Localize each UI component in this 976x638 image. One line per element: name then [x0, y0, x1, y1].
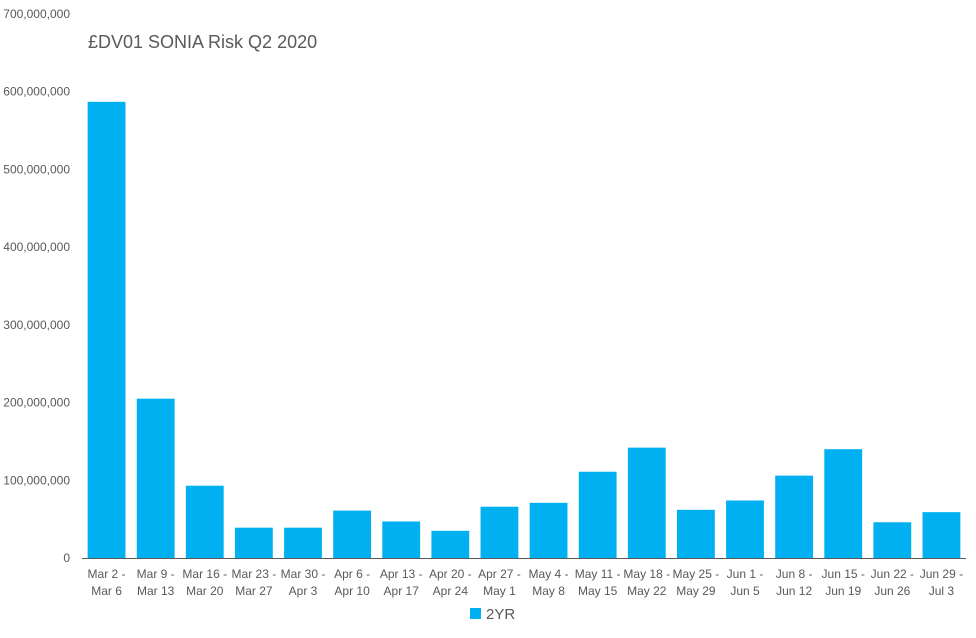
y-tick-label: 100,000,000 — [3, 473, 70, 487]
x-tick-label: Apr 6 -Apr 10 — [334, 567, 370, 598]
legend-swatch-2yr — [470, 608, 481, 619]
legend-label-2yr: 2YR — [486, 606, 515, 623]
x-tick-label: May 4 -May 8 — [529, 567, 569, 598]
chart-title: £DV01 SONIA Risk Q2 2020 — [88, 32, 317, 52]
y-tick-label: 700,000,000 — [3, 7, 70, 21]
bar — [136, 398, 175, 558]
x-tick-label: Jun 22 -Jun 26 — [871, 567, 914, 598]
x-tick-label: May 18 -May 22 — [623, 567, 670, 598]
bar — [627, 447, 666, 558]
bar — [726, 500, 764, 558]
bar — [529, 502, 568, 558]
bar — [431, 530, 470, 558]
x-tick-label: Jun 15 -Jun 19 — [822, 567, 865, 598]
x-tick-label: May 11 -May 15 — [575, 567, 621, 598]
x-tick-label: Jun 1 -Jun 5 — [727, 567, 764, 598]
bar — [234, 527, 273, 558]
y-tick-label: 600,000,000 — [3, 85, 70, 99]
bar — [775, 475, 814, 558]
legend: 2YR — [470, 606, 515, 623]
x-tick-label: Mar 23 -Mar 27 — [232, 567, 277, 598]
bar — [87, 101, 126, 559]
bar — [676, 509, 715, 558]
bars — [87, 101, 961, 559]
x-tick-label: Apr 27 -May 1 — [478, 567, 521, 598]
y-tick-label: 0 — [63, 551, 70, 565]
x-tick-label: Mar 9 -Mar 13 — [137, 567, 175, 598]
y-tick-label: 500,000,000 — [3, 162, 70, 176]
y-tick-label: 300,000,000 — [3, 318, 70, 332]
bar — [480, 506, 519, 558]
bar — [284, 527, 322, 558]
bar — [382, 521, 421, 558]
bar — [922, 512, 961, 558]
x-tick-label: May 25 -May 29 — [673, 567, 720, 598]
x-tick-label: Jun 8 -Jun 12 — [776, 567, 813, 598]
y-tick-label: 200,000,000 — [3, 396, 70, 410]
bar — [185, 485, 224, 558]
bar — [578, 471, 617, 558]
y-tick-label: 400,000,000 — [3, 240, 70, 254]
bar — [333, 510, 372, 558]
bar — [824, 449, 863, 558]
y-axis: 0 100,000,000 200,000,000 300,000,000 400,00… — [3, 7, 70, 565]
x-tick-label: Jun 29 -Jul 3 — [920, 567, 963, 598]
x-tick-label: Mar 30 -Apr 3 — [281, 567, 326, 598]
bar — [873, 522, 912, 558]
x-tick-label: Apr 20 -Apr 24 — [429, 567, 472, 598]
x-tick-label: Mar 2 -Mar 6 — [88, 567, 126, 598]
x-tick-label: Apr 13 -Apr 17 — [380, 567, 423, 598]
x-tick-label: Mar 16 -Mar 20 — [182, 567, 227, 598]
